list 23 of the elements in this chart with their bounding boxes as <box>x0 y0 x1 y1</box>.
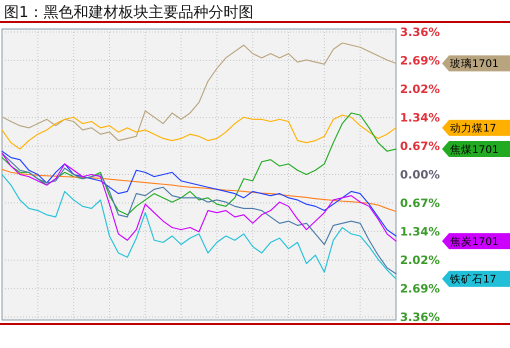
line-series <box>1 152 397 274</box>
text: 玻璃1701 <box>450 57 499 70</box>
y-tick-label: 1.34% <box>400 224 440 238</box>
y-tick-label: 2.02% <box>400 82 440 96</box>
chart-title: 图1：黑色和建材板块主要品种分时图 <box>4 3 254 21</box>
y-tick-label: 0.67% <box>400 139 440 154</box>
line-series <box>1 174 397 280</box>
y-tick-label: 2.69% <box>400 282 440 296</box>
y-tick-label: 2.02% <box>400 253 440 268</box>
text: 焦炭1701 <box>450 234 499 248</box>
line-series <box>1 168 397 212</box>
y-tick-label: 2.69% <box>400 53 440 68</box>
y-tick-label: 0.67% <box>400 196 440 210</box>
line-series <box>1 114 397 150</box>
y-tick-label: 3.36% <box>400 24 440 39</box>
y-tick-label: 3.36% <box>400 310 440 324</box>
y-tick-label: 1.34% <box>400 110 440 125</box>
line-series <box>1 112 397 216</box>
text: 动力煤17 <box>450 122 496 135</box>
text: 焦煤1701 <box>450 144 499 156</box>
line-series <box>1 42 397 142</box>
text: 铁矿石17 <box>449 272 496 286</box>
y-tick-label: 0.00% <box>400 168 440 182</box>
